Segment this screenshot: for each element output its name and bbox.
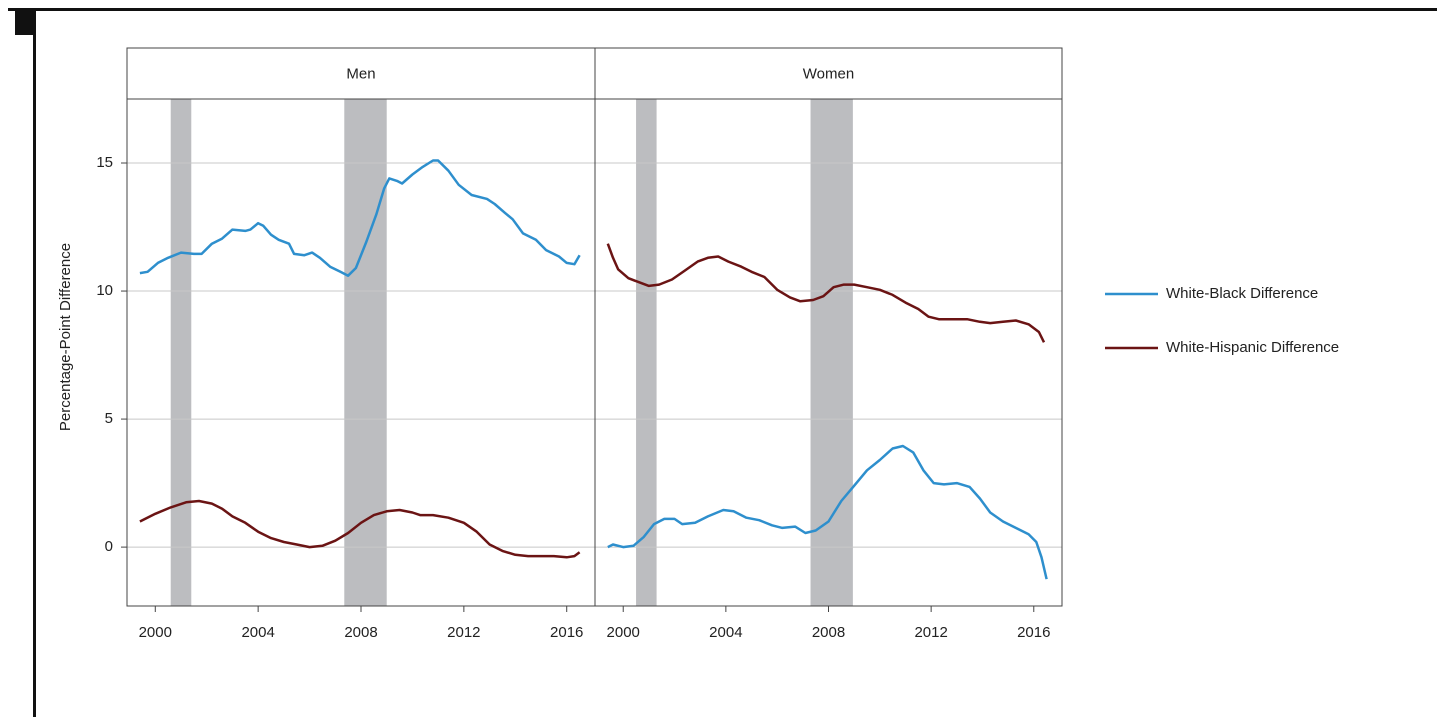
- x-tick-label: 2000: [139, 624, 172, 641]
- x-tick-label: 2008: [812, 624, 845, 641]
- x-tick-label: 2012: [914, 624, 947, 641]
- x-tick-label: 2008: [344, 624, 377, 641]
- recession-band: [810, 99, 853, 606]
- panel-title: Women: [803, 65, 854, 82]
- x-tick-label: 2000: [607, 624, 640, 641]
- legend-label: White-Black Difference: [1166, 285, 1318, 302]
- legend-label: White-Hispanic Difference: [1166, 339, 1339, 356]
- strip: [126, 47, 596, 100]
- x-tick-label: 2016: [550, 624, 583, 641]
- data-line: [606, 243, 1046, 343]
- y-tick-label: 10: [96, 282, 113, 299]
- panel-border: [594, 98, 1063, 607]
- frame-top: [8, 8, 1437, 11]
- x-tick-label: 2012: [447, 624, 480, 641]
- x-tick-label: 2016: [1017, 624, 1050, 641]
- recession-band: [170, 99, 192, 606]
- data-line: [607, 444, 1048, 580]
- y-tick-label: 15: [96, 154, 113, 171]
- y-tick-label: 0: [105, 538, 113, 555]
- panel-title: Men: [346, 65, 375, 82]
- y-tick-label: 5: [105, 410, 113, 427]
- data-line: [139, 499, 581, 559]
- x-tick-label: 2004: [241, 624, 274, 641]
- frame-left: [33, 11, 36, 717]
- strip: [594, 47, 1063, 100]
- recession-band: [636, 99, 657, 606]
- data-line: [139, 159, 581, 277]
- frame-corner: [15, 11, 35, 35]
- x-tick-label: 2004: [709, 624, 742, 641]
- y-axis-title: Percentage-Point Difference: [57, 243, 74, 431]
